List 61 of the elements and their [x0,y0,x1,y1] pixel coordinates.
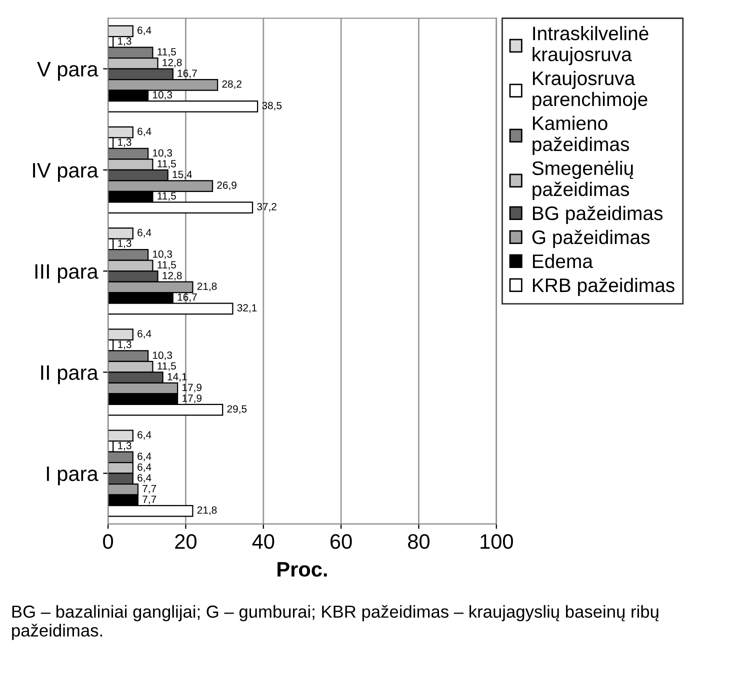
y-tick-label: V para [37,62,98,81]
data-label: 17,9 [182,394,202,404]
text: BG – bazaliniai ganglijai; G – gumburai; KBR pažeidimas – kraujagyslių baseinų ribų pažeidimas. [12,605,659,640]
data-label: 32,1 [237,304,257,313]
x-tick-label: 100 [480,534,513,549]
y-tick-label: I para [46,466,98,486]
data-label: 6,4 [138,474,152,483]
data-label: 16,7 [178,70,197,78]
data-label: 10,3 [153,91,172,100]
data-label: 11,5 [158,48,176,57]
data-label: 11,5 [158,362,176,371]
data-label: 11,5 [158,192,176,201]
data-label: 6,4 [138,452,152,462]
data-label: 1,3 [118,138,132,148]
legend-label: BG pažeidimas [532,206,663,224]
y-tick-label: III para [35,264,98,283]
data-label: 17,9 [182,384,202,392]
data-label: 15,4 [172,170,192,180]
data-label: 10,3 [153,352,172,360]
legend-label: Kamieno pažeidimas [532,116,630,155]
legend-label: Intraskilvelinė kraujosruva [532,26,648,66]
x-tick-label: 0 [103,534,114,549]
data-label: 6,4 [138,330,152,339]
data-label: 7,7 [142,496,156,504]
data-label: 6,4 [138,26,152,36]
data-label: 11,5 [158,261,176,270]
data-label: 14,1 [168,373,187,382]
data-label: 6,4 [138,228,152,238]
data-label: 1,3 [118,340,132,350]
data-label: 21,8 [197,506,217,515]
x-tick-label: 80 [408,534,430,549]
data-label: 16,7 [178,293,197,302]
x-tick-label: 60 [330,534,352,549]
legend-label: Smegenėlių pažeidimas [532,160,634,200]
data-label: 37,2 [257,202,276,212]
legend-label: Kraujosruva parenchimoje [532,70,648,110]
data-label: 1,3 [118,240,132,248]
data-label: 12,8 [162,272,182,280]
data-label: 29,5 [227,405,247,414]
data-label: 21,8 [197,282,217,292]
data-label: 38,5 [262,102,282,110]
data-label: 6,4 [138,128,152,136]
y-tick-label: II para [41,365,98,384]
legend-label: G pažeidimas [532,230,650,248]
data-label: 10,3 [153,250,172,259]
data-label: 7,7 [142,484,156,494]
legend-label: Edema [532,254,593,268]
x-axis-title: Proc. [278,562,327,577]
data-label: 6,4 [138,463,152,472]
data-label: 10,3 [153,149,172,158]
x-tick-label: 20 [175,534,196,549]
data-label: 12,8 [162,58,182,68]
legend-label: KRB pažeidimas [532,278,674,296]
y-tick-label: IV para [33,163,98,182]
data-label: 1,3 [118,37,132,46]
data-label: 28,2 [222,80,242,89]
data-label: 11,5 [158,160,176,169]
data-label: 6,4 [138,431,152,440]
data-label: 1,3 [118,442,132,450]
data-label: 26,9 [217,181,236,190]
x-tick-label: 40 [252,534,274,549]
